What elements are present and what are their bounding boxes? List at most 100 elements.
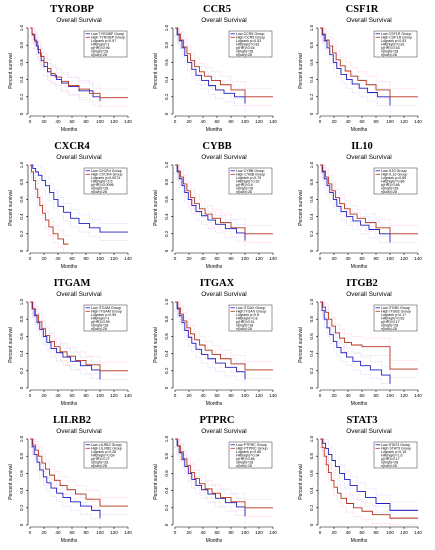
- legend-entry: Low ITGAX Group: [236, 306, 265, 310]
- ci-line-high-lower: [175, 173, 273, 243]
- legend-entry: n(high)=28: [91, 187, 108, 191]
- x-tick-label: 40: [55, 393, 61, 398]
- ci-line-high-upper: [175, 27, 273, 89]
- y-tick-label: 1.0: [19, 161, 24, 168]
- y-tick-label: 0.2: [164, 504, 169, 511]
- legend-entry: Logrank p=0.15: [381, 450, 406, 454]
- chart-title: Overall Survival: [346, 154, 392, 161]
- legend-entry: Logrank p=0.99: [91, 313, 116, 317]
- survival-curve-low: [30, 438, 101, 519]
- legend-entry: Low STAT3 Group: [381, 443, 410, 447]
- y-tick-label: 0.2: [164, 230, 169, 237]
- x-tick-label: 100: [96, 530, 104, 535]
- y-tick-label: 0.6: [164, 196, 169, 203]
- legend-entry: Logrank p=0.17: [381, 313, 406, 317]
- km-plot: CYBB Overall Survival 0 0.2 0.4 0.6 0.8 1.0 0 20 4…: [153, 141, 277, 270]
- x-tick-label: 80: [373, 256, 379, 261]
- chart-title: Overall Survival: [346, 428, 392, 435]
- legend-entry: p(HR)=0.17: [381, 457, 400, 461]
- y-tick-label: 0.8: [19, 453, 24, 460]
- gene-title: ITGB2: [346, 278, 378, 289]
- x-tick-label: 100: [241, 119, 249, 124]
- chart-title: Overall Survival: [201, 291, 247, 298]
- survival-curve-high: [175, 301, 273, 371]
- x-tick-label: 120: [400, 119, 408, 124]
- y-tick-label: 1.0: [164, 298, 169, 305]
- x-tick-label: 120: [255, 393, 263, 398]
- km-plot: CCR5 Overall Survival 0 0.2 0.4 0.6 0.8 1.0 0 20 4…: [153, 4, 277, 133]
- ci-line-low-lower: [320, 36, 391, 114]
- y-tick-label: 0.6: [19, 333, 24, 340]
- y-tick-label: 0.6: [19, 196, 24, 203]
- survival-curve-low: [30, 164, 128, 233]
- x-tick-label: 80: [373, 393, 379, 398]
- x-tick-label: 100: [386, 393, 394, 398]
- x-tick-label: 20: [331, 530, 337, 535]
- x-tick-label: 20: [331, 393, 337, 398]
- legend-entry: High CCR5 Group: [236, 36, 265, 40]
- legend-box: [373, 441, 418, 469]
- ci-line-low-lower: [320, 447, 418, 520]
- x-tick-label: 20: [331, 256, 337, 261]
- x-tick-label: 140: [124, 530, 132, 535]
- y-tick-label: 0.4: [309, 350, 314, 357]
- x-tick-label: 40: [200, 119, 206, 124]
- x-tick-label: 20: [186, 393, 192, 398]
- ci-line-high-upper: [30, 27, 128, 90]
- legend-entry: p(HR)=0.51: [236, 320, 255, 324]
- x-tick-label: 140: [124, 119, 132, 124]
- ci-line-low-upper: [175, 164, 246, 233]
- survival-curve-high: [175, 27, 273, 98]
- km-panel-tyrobp: TYROBP Overall Survival 0 0.2 0.4 0.6 0.8 1.0 0 2…: [0, 0, 145, 137]
- x-tick-label: 140: [124, 393, 132, 398]
- x-tick-label: 0: [29, 256, 32, 261]
- x-tick-label: 60: [214, 256, 220, 261]
- legend-entry: n(low)=28: [91, 464, 107, 468]
- y-tick-label: 0.8: [19, 316, 24, 323]
- y-tick-label: 0.6: [164, 470, 169, 477]
- x-axis-label: Months: [61, 127, 78, 133]
- y-axis-label: Percent survival: [298, 190, 304, 226]
- legend-entry: HR(high)=1: [91, 317, 109, 321]
- x-tick-label: 60: [69, 530, 75, 535]
- legend-entry: HR(high)=0.86: [381, 180, 404, 184]
- legend-box: [83, 441, 128, 469]
- y-tick-label: 0: [309, 386, 314, 389]
- x-tick-label: 80: [83, 256, 89, 261]
- x-tick-label: 20: [331, 119, 337, 124]
- y-tick-label: 0.2: [309, 367, 314, 374]
- x-tick-label: 140: [414, 119, 422, 124]
- legend-entry: Low ITGB2 Group: [381, 306, 410, 310]
- legend-entry: p(HR)=0.66: [381, 183, 400, 187]
- x-tick-label: 20: [41, 530, 47, 535]
- legend-entry: HR(high)=0.81: [381, 43, 404, 47]
- ci-line-low-lower: [175, 310, 246, 388]
- ci-line-low-upper: [175, 301, 246, 371]
- x-tick-label: 0: [174, 119, 177, 124]
- survival-curve-low: [175, 27, 246, 104]
- y-tick-label: 0.6: [309, 470, 314, 477]
- km-plot: ITGAX Overall Survival 0 0.2 0.4 0.6 0.8 1.0 0 20…: [153, 278, 277, 407]
- legend-entry: HR(high)=0.94: [236, 454, 259, 458]
- legend-entry: Logrank p=0.0074: [91, 176, 120, 180]
- x-tick-label: 0: [319, 530, 322, 535]
- chart-title: Overall Survival: [56, 17, 102, 24]
- ci-line-high-upper: [30, 301, 128, 363]
- legend-entry: HR(high)=1: [91, 43, 109, 47]
- y-tick-label: 0.6: [309, 59, 314, 66]
- legend-box: [83, 167, 128, 195]
- chart-title: Overall Survival: [201, 17, 247, 24]
- survival-curve-high: [175, 164, 273, 235]
- legend-entry: n(low)=28: [91, 190, 107, 194]
- legend-entry: p(HR)=0.85: [236, 457, 255, 461]
- gene-title: CYBB: [202, 141, 231, 152]
- chart-title: Overall Survival: [56, 428, 102, 435]
- y-tick-label: 0.4: [164, 213, 169, 220]
- ci-line-low-upper: [320, 164, 391, 234]
- gene-title: LILRB2: [53, 415, 91, 426]
- y-tick-label: 1.0: [19, 435, 24, 442]
- legend-entry: n(low)=28: [91, 327, 107, 331]
- x-tick-label: 140: [414, 256, 422, 261]
- legend-box: [373, 304, 418, 332]
